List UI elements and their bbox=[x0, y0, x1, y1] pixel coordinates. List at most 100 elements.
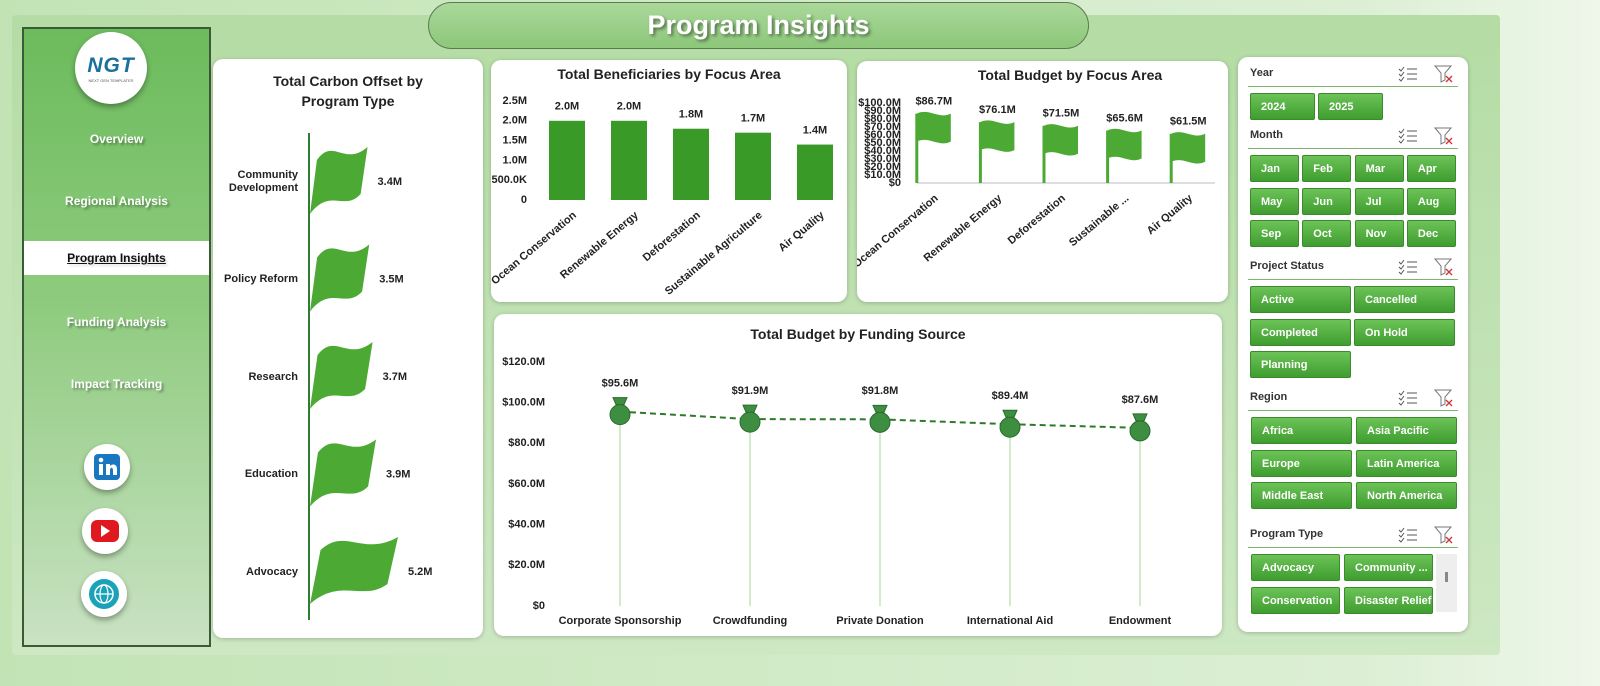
slicer-button[interactable]: Completed bbox=[1250, 318, 1351, 346]
bar bbox=[310, 244, 370, 312]
bar bbox=[915, 111, 951, 183]
slicer-button[interactable]: Advocacy bbox=[1251, 554, 1340, 581]
chart: $0 $20.0M $40.0M $60.0M $80.0M $100.0M $120.0M… bbox=[502, 356, 1171, 627]
clear-filter-icon[interactable] bbox=[1434, 65, 1454, 83]
slicer-divider bbox=[1248, 547, 1458, 548]
youtube-icon[interactable] bbox=[82, 508, 128, 554]
nav-item[interactable]: Regional Analysis bbox=[65, 194, 168, 208]
multi-select-icon[interactable] bbox=[1398, 66, 1418, 82]
y-tick-label: $20.0M bbox=[508, 559, 545, 571]
value-label: $65.6M bbox=[1106, 112, 1143, 124]
slicer-button[interactable]: 2024 bbox=[1250, 93, 1315, 120]
slicer-button[interactable]: Oct bbox=[1302, 220, 1352, 247]
nav-item[interactable]: Overview bbox=[89, 132, 144, 146]
y-tick-label: $90.0M bbox=[864, 105, 901, 117]
slicer-button[interactable]: Conservation bbox=[1251, 586, 1340, 614]
y-tick-label: $50.0M bbox=[864, 137, 901, 149]
y-tick-label: 1.0M bbox=[503, 154, 527, 166]
sidebar: NGT NEXT GEN TEMPLATES Over bbox=[22, 27, 211, 647]
y-tick-label: $20.0M bbox=[864, 161, 901, 173]
slicer-button[interactable]: Disaster Relief bbox=[1344, 586, 1433, 614]
multi-select-icon[interactable] bbox=[1398, 390, 1418, 406]
x-tick-label: International Aid bbox=[967, 615, 1053, 627]
bar bbox=[310, 439, 376, 507]
linkedin-icon[interactable] bbox=[84, 444, 130, 490]
chart-title: Total Beneficiaries by Focus Area bbox=[557, 66, 781, 82]
y-tick-label: 2.5M bbox=[503, 95, 527, 107]
slicer-button[interactable]: On Hold bbox=[1354, 318, 1455, 346]
slicer-button[interactable]: Dec bbox=[1406, 220, 1456, 247]
value-label: 2.0M bbox=[617, 101, 641, 113]
header: Program Insights bbox=[428, 2, 1089, 49]
logo-title: NGT bbox=[87, 54, 135, 77]
slicer-button[interactable]: Africa bbox=[1251, 417, 1352, 444]
slicer-button[interactable]: Jul bbox=[1354, 187, 1404, 215]
slicer-button[interactable]: Nov bbox=[1354, 220, 1404, 247]
value-label: $89.4M bbox=[992, 390, 1029, 402]
point bbox=[999, 409, 1021, 438]
nav-item[interactable]: Program Insights bbox=[24, 241, 209, 275]
nav-item[interactable]: Impact Tracking bbox=[70, 377, 163, 391]
slicer-divider bbox=[1248, 410, 1458, 411]
multi-select-icon[interactable] bbox=[1398, 128, 1418, 144]
value-label: $61.5M bbox=[1170, 116, 1207, 128]
y-tick-label: 1.5M bbox=[503, 135, 527, 147]
slicer-button[interactable]: Jun bbox=[1302, 187, 1352, 215]
value-label: $86.7M bbox=[915, 96, 952, 108]
slicer-button[interactable]: Mar bbox=[1354, 155, 1404, 182]
value-label: 3.5M bbox=[379, 273, 403, 285]
slicer-button[interactable]: Middle East bbox=[1251, 482, 1352, 509]
budget-funding-panel: $0 $20.0M $40.0M $60.0M $80.0M $100.0M $120.0M… bbox=[494, 314, 1222, 636]
clear-filter-icon[interactable] bbox=[1434, 258, 1454, 276]
slicer-button[interactable]: 2025 bbox=[1318, 93, 1383, 120]
chart-title: Total Budget by Funding Source bbox=[750, 326, 966, 342]
y-tick-label: $40.0M bbox=[508, 519, 545, 531]
scrollbar[interactable] bbox=[1436, 554, 1457, 612]
slicer-button[interactable]: Apr bbox=[1406, 155, 1456, 182]
multi-select-icon[interactable] bbox=[1398, 527, 1418, 543]
slicer-button[interactable]: Sep bbox=[1250, 220, 1299, 247]
slicer-button[interactable]: Planning bbox=[1250, 351, 1351, 378]
slicer-button[interactable]: Latin America bbox=[1356, 449, 1457, 477]
slicer-button[interactable]: Community ... bbox=[1344, 554, 1433, 581]
slicer-button[interactable]: North America bbox=[1356, 482, 1457, 509]
slicer-button[interactable]: Active bbox=[1250, 286, 1351, 313]
chart-title: Total Budget by Focus Area bbox=[977, 67, 1163, 83]
clear-filter-icon[interactable] bbox=[1434, 526, 1454, 544]
website-icon[interactable] bbox=[81, 571, 127, 617]
value-label: $91.9M bbox=[732, 385, 769, 397]
chart-title: Total Carbon Offset by Program Type bbox=[273, 73, 423, 109]
slicer-button[interactable]: Cancelled bbox=[1354, 286, 1455, 313]
clear-filter-icon[interactable] bbox=[1434, 127, 1454, 145]
slicer-button[interactable]: Feb bbox=[1302, 155, 1352, 182]
chart: $0$10.0M$20.0M$30.0M$40.0M$50.0M$60.0M$7… bbox=[857, 96, 1215, 270]
slicer-button[interactable]: May bbox=[1250, 187, 1299, 215]
bar bbox=[611, 120, 647, 200]
y-tick-label: $0 bbox=[889, 177, 901, 189]
category-label: Research bbox=[248, 370, 298, 383]
clear-filter-icon[interactable] bbox=[1434, 389, 1454, 407]
value-label: 3.7M bbox=[383, 371, 407, 383]
y-tick-label: $80.0M bbox=[508, 437, 545, 449]
bar bbox=[1042, 124, 1078, 183]
slicer-button[interactable]: Europe bbox=[1251, 449, 1352, 477]
nav-item[interactable]: Funding Analysis bbox=[66, 315, 167, 329]
y-tick-label: $100.0M bbox=[502, 397, 545, 409]
slicer-divider bbox=[1248, 148, 1458, 149]
value-label: 1.8M bbox=[679, 109, 703, 121]
y-tick-label: $30.0M bbox=[864, 153, 901, 165]
y-tick-label: $100.0M bbox=[858, 97, 901, 109]
x-tick-label: Deforestation bbox=[641, 209, 703, 264]
bar bbox=[310, 342, 373, 409]
chart: 3.4M 3.5M 3.7M 3.9M 5.2M bbox=[308, 133, 432, 620]
x-tick-label: Deforestation bbox=[1006, 192, 1068, 247]
slicer-button[interactable]: Asia Pacific bbox=[1356, 417, 1457, 444]
bar bbox=[310, 537, 398, 604]
slicer-panel: Year 2024 2025 Month Jan Feb Mar Apr May Jun Jul Au… bbox=[1238, 57, 1468, 632]
slicer-button[interactable]: Aug bbox=[1406, 187, 1456, 215]
slicer-button[interactable]: Jan bbox=[1250, 155, 1299, 182]
multi-select-icon[interactable] bbox=[1398, 259, 1418, 275]
x-tick-label: Crowdfunding bbox=[713, 615, 788, 627]
